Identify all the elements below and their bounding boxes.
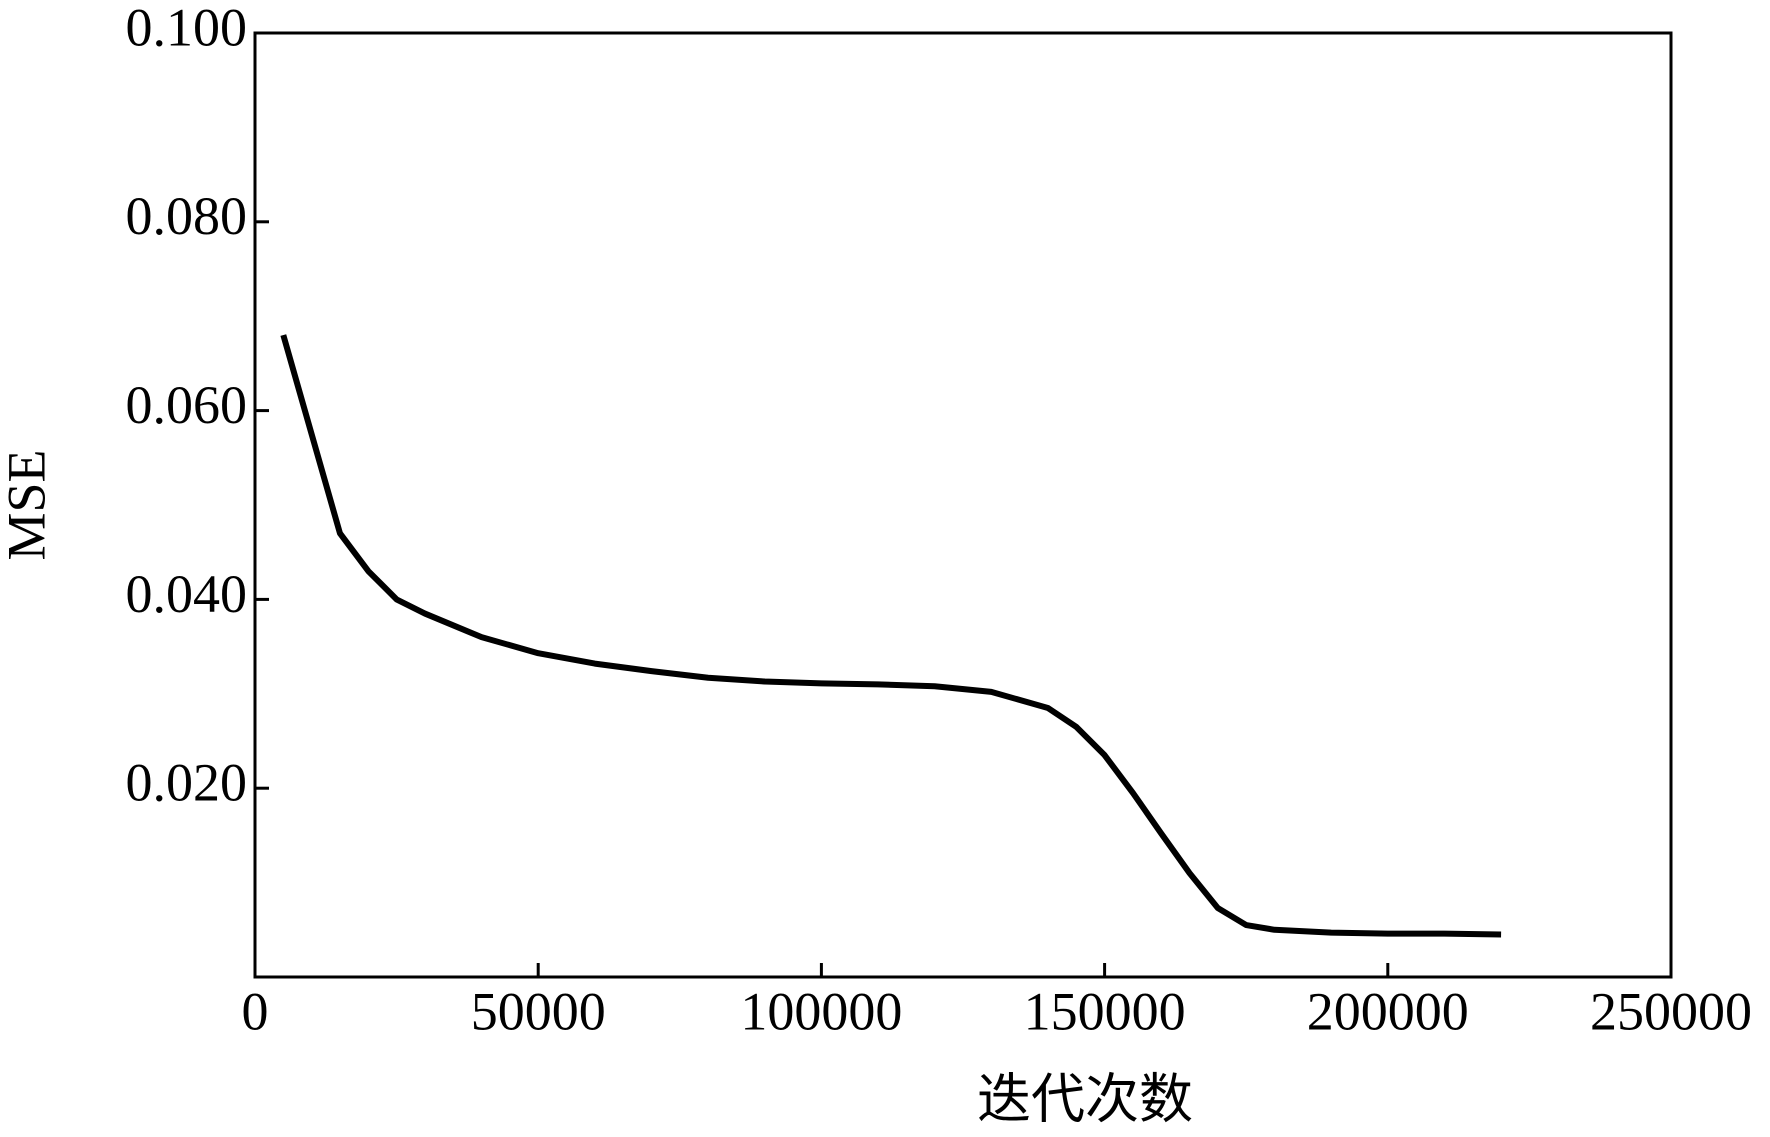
- x-tick-label: 250000: [1590, 981, 1752, 1041]
- y-tick-label: 0.100: [126, 0, 248, 57]
- y-tick-label: 0.040: [126, 564, 248, 624]
- y-tick-label: 0.060: [126, 375, 248, 435]
- x-tick-label: 0: [242, 981, 269, 1041]
- plot-frame: [253, 31, 1673, 979]
- y-axis-title: MSE: [0, 449, 56, 560]
- x-tick-label: 100000: [740, 981, 902, 1041]
- x-tick-label: 200000: [1307, 981, 1469, 1041]
- x-tick-label: 50000: [471, 981, 606, 1041]
- y-tick-label: 0.080: [126, 186, 248, 246]
- x-tick-label: 150000: [1024, 981, 1186, 1041]
- line-series: [280, 334, 1502, 938]
- y-tick-label: 0.020: [126, 753, 248, 813]
- x-axis-title: 迭代次数: [977, 1069, 1193, 1129]
